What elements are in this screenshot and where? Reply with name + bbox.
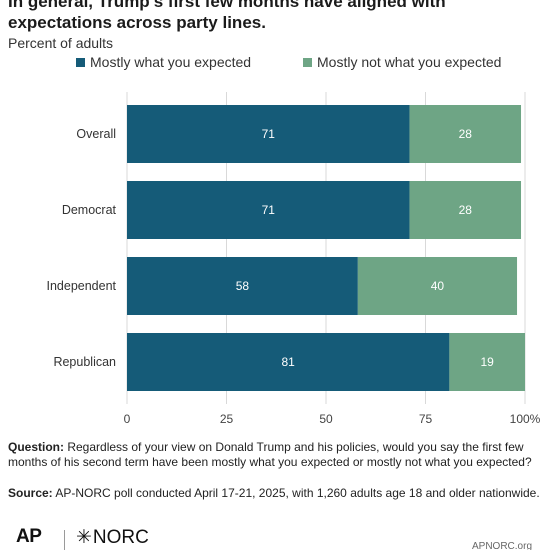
legend-swatch-not-expected <box>303 57 312 67</box>
site-url[interactable]: APNORC.org <box>472 541 533 550</box>
data-label: 71 <box>262 127 276 141</box>
legend: Mostly what you expected Mostly not what… <box>0 54 550 72</box>
logo-divider <box>64 530 65 550</box>
chart-subtitle: Percent of adults <box>8 35 114 51</box>
bar-segment-expected <box>127 257 358 315</box>
x-tick-label: 75 <box>419 412 433 426</box>
bar-segment-not-expected <box>449 333 525 391</box>
data-label: 28 <box>459 127 473 141</box>
data-label: 40 <box>431 279 445 293</box>
category-label: Democrat <box>62 203 117 217</box>
question-label: Question: <box>8 440 64 454</box>
norc-star-icon: ✳ <box>76 527 92 548</box>
question-text: Regardless of your view on Donald Trump … <box>8 440 532 469</box>
legend-item-not-expected: Mostly not what you expected <box>303 54 501 70</box>
legend-label-expected: Mostly what you expected <box>90 54 252 70</box>
bar-segment-expected <box>127 333 450 391</box>
category-label: Republican <box>53 355 116 369</box>
stacked-bar-chart: 0 25 50 75 100% Overall 71 28 Democrat 71 28 Indepe… <box>46 92 541 426</box>
bar-segment-not-expected <box>409 181 522 239</box>
x-tick-label: 50 <box>319 412 333 426</box>
data-label: 71 <box>262 203 276 217</box>
bar-segment-not-expected <box>409 105 522 163</box>
data-label: 28 <box>459 203 473 217</box>
norc-logo-text: NORC <box>92 527 149 548</box>
data-label: 19 <box>481 355 495 369</box>
category-label: Overall <box>76 127 116 141</box>
x-tick-label: 0 <box>124 412 131 426</box>
legend-item-expected: Mostly what you expected <box>76 54 251 70</box>
source-text: AP-NORC poll conducted April 17-21, 2025… <box>55 486 540 500</box>
question-note: Question: Regardless of your view on Don… <box>8 440 540 470</box>
bar-segment-expected <box>127 105 410 163</box>
x-tick-label: 25 <box>220 412 234 426</box>
chart-title: In general, Trump's first few months hav… <box>8 0 446 32</box>
legend-label-not-expected: Mostly not what you expected <box>317 54 502 70</box>
source-label: Source: <box>8 486 53 500</box>
category-label: Independent <box>46 279 116 293</box>
source-note: Source: AP-NORC poll conducted April 17-… <box>8 486 540 501</box>
legend-swatch-expected <box>76 57 85 67</box>
bar-segment-expected <box>127 181 410 239</box>
x-tick-label: 100% <box>510 412 541 426</box>
norc-logo: ✳NORC <box>76 526 149 549</box>
data-label: 81 <box>282 355 296 369</box>
bar-segment-not-expected <box>357 257 518 315</box>
data-label: 58 <box>236 279 250 293</box>
ap-logo: AP <box>16 526 42 547</box>
